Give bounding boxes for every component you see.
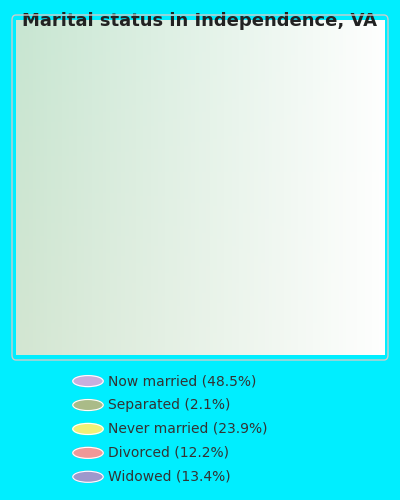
Wedge shape [200,74,314,301]
Text: Divorced (12.2%): Divorced (12.2%) [108,446,229,460]
Text: Marital status in Independence, VA: Marital status in Independence, VA [22,12,378,30]
Text: Separated (2.1%): Separated (2.1%) [108,398,230,412]
Circle shape [73,424,103,434]
Wedge shape [86,112,157,192]
Text: Never married (23.9%): Never married (23.9%) [108,422,268,436]
Wedge shape [196,245,211,302]
Circle shape [73,376,103,386]
Circle shape [73,400,103,410]
Wedge shape [115,74,200,149]
Text: Now married (48.5%): Now married (48.5%) [108,374,256,388]
Text: City-Data.com: City-Data.com [283,30,358,40]
Circle shape [73,472,103,482]
Text: Widowed (13.4%): Widowed (13.4%) [108,470,231,484]
Wedge shape [86,190,198,302]
Circle shape [73,448,103,458]
